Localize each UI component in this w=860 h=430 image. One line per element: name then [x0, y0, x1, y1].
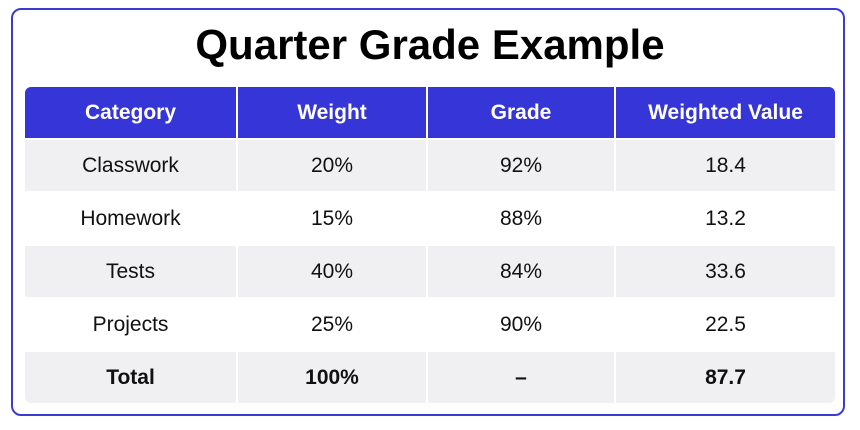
table-cell: 90% — [426, 297, 615, 351]
grade-table: Category Weight Grade Weighted Value Classw… — [25, 87, 835, 403]
header-row: Category Weight Grade Weighted Value — [25, 87, 835, 139]
header-cell: Weight — [236, 87, 427, 139]
table-cell: 88% — [426, 191, 615, 245]
table-cell: Homework — [25, 191, 237, 245]
total-row: Total 100% –87.7 — [25, 350, 835, 403]
table-row: Classwork 20% 92% 18.4 — [25, 138, 835, 192]
table-cell: 40% — [236, 244, 427, 298]
header-cell: Category — [25, 87, 237, 139]
title: Quarter Grade Example — [195, 21, 665, 68]
header-cell: Weighted Value — [614, 87, 835, 139]
total-cell: Total — [25, 350, 237, 403]
table-cell: 84% — [426, 244, 615, 298]
header-cell: Grade — [426, 87, 615, 139]
total-cell: – — [426, 350, 615, 403]
table-cell: 13.2 — [614, 191, 835, 245]
table-row: Homework 15% 88% 13.2 — [25, 191, 835, 245]
table-cell: 33.6 — [614, 244, 835, 298]
table-cell: 22.5 — [614, 297, 835, 351]
table-cell: Tests — [25, 244, 237, 298]
table-cell: 18.4 — [614, 138, 835, 192]
total-cell: 87.7 — [614, 350, 835, 403]
table-cell: 25% — [236, 297, 427, 351]
table-row: Projects 25% 90% 22.5 — [25, 297, 835, 351]
table-cell: 20% — [236, 138, 427, 192]
table-cell: 92% — [426, 138, 615, 192]
table-cell: Classwork — [25, 138, 237, 192]
table-row: Tests 40% 84% 33.6 — [25, 244, 835, 298]
table-cell: Projects — [25, 297, 237, 351]
table-body: Classwork 20% 92% 18.4 Homework 15% 88% 13.2 Tes… — [25, 138, 835, 403]
total-cell: 100% — [236, 350, 427, 403]
table-header: Category Weight Grade Weighted Value — [25, 87, 835, 139]
table-cell: 15% — [236, 191, 427, 245]
